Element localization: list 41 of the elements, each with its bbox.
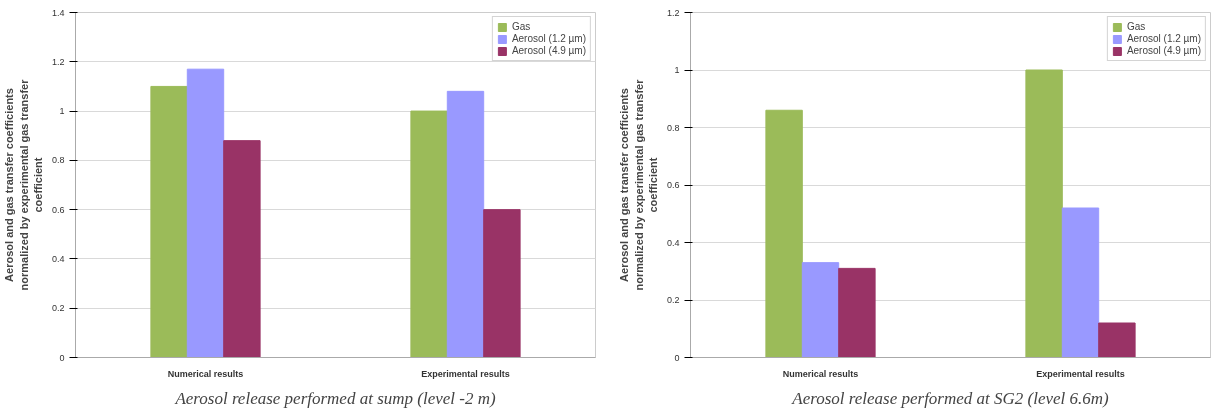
y-tick-label: 1.4 [51,7,65,18]
y-tick-label: 1 [59,106,65,117]
y-tick-label: 0.6 [666,180,680,190]
y-tick-label: 0 [674,352,680,363]
bar [410,110,448,358]
y-tick-label: 1.2 [666,7,680,18]
bar [186,68,225,358]
bar [483,209,521,358]
bar [1098,322,1136,358]
text: Aerosol release performed at SG2 (level 6.6m) [791,388,1110,408]
x-tick-label: Experimental results [1036,368,1125,379]
legend-label: Gas [511,21,532,32]
bar [1025,69,1063,358]
bar [765,109,803,358]
y-tick-label: 0.6 [51,204,65,215]
y-tick-label: 1.2 [51,56,65,67]
legend-label: Aerosol (4.9 µm) [1126,45,1201,56]
y-tick-label: 0.4 [666,237,680,248]
bar [446,90,485,358]
bar [838,267,876,358]
y-axis-title: Aerosol and gas transfer coefficients normalized by experimental gas transfer coefficient [618,78,659,291]
y-tick-label: 0 [59,352,65,363]
legend-label: Aerosol (4.9 µm) [511,45,586,56]
y-axis-title: Aerosol and gas transfer coefficients normalized by experimental gas transfer coefficient [3,78,44,291]
x-tick-label: Numerical results [782,368,859,379]
y-tick-label: 0.2 [666,295,680,305]
legend-label: Gas [1126,21,1147,32]
bar [801,262,840,358]
bar [1061,207,1100,358]
x-tick-label: Experimental results [421,368,510,379]
legend-label: Aerosol (1.2 µm) [511,33,586,44]
y-tick-label: 0.4 [51,253,65,264]
y-tick-label: 0.2 [51,303,65,314]
legend-label: Aerosol (1.2 µm) [1126,33,1201,44]
y-tick-label: 1 [674,65,680,75]
bar [150,85,188,358]
x-tick-label: Numerical results [167,368,244,379]
y-tick-label: 0.8 [666,122,680,133]
text: Aerosol release performed at sump (level -2 m) [174,388,496,408]
bar [223,140,261,358]
y-tick-label: 0.8 [51,155,65,166]
